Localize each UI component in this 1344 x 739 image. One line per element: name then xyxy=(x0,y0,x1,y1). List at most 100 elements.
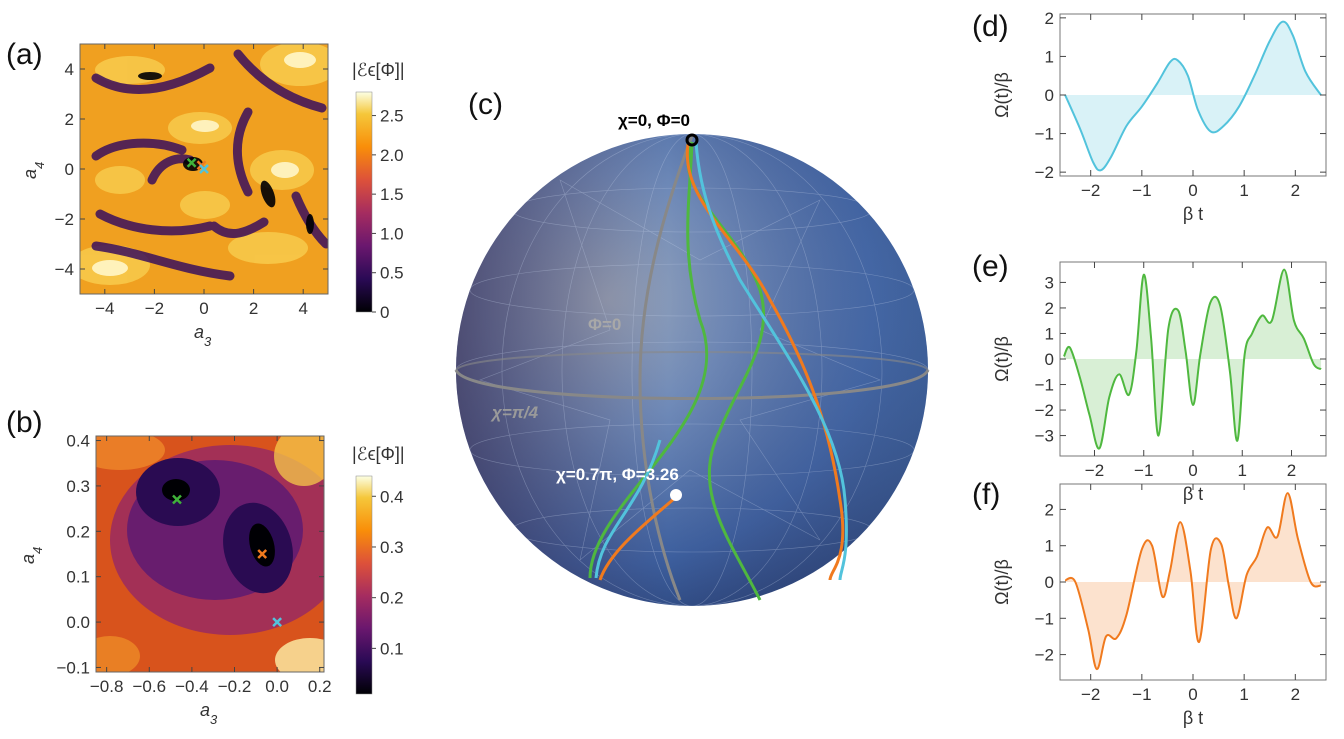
b-xtick-label: −0.8 xyxy=(90,677,124,696)
e-xlabel: β t xyxy=(1183,484,1203,504)
plot-f: −2 −1 0 1 2 −2 −1 0 1 2 β t Ω(t)/β xyxy=(992,483,1327,728)
f-ytick-label: −2 xyxy=(1035,646,1054,665)
a-cb-tick-label: 2.0 xyxy=(380,146,404,165)
a-xtick-label: 4 xyxy=(298,299,307,318)
e-ytick-label: 3 xyxy=(1045,273,1054,292)
a-ytick-label: −2 xyxy=(55,210,74,229)
d-ytick-label: −1 xyxy=(1035,125,1054,144)
plot-e: −2 −1 0 1 2 −3 −2 −1 0 1 2 3 β t Ω(t)/β xyxy=(992,261,1327,504)
a-ytick-label: 0 xyxy=(65,160,74,179)
a-cb-tick-label: 1.0 xyxy=(380,224,404,243)
colorbar-a-ticks: 0 0.5 1.0 1.5 2.0 2.5 xyxy=(372,107,404,322)
heatmap-b xyxy=(95,435,325,673)
equator-line xyxy=(454,369,930,400)
f-xtick-label: −2 xyxy=(1081,685,1100,704)
markers-a xyxy=(186,157,209,174)
north-pole-point xyxy=(685,133,699,147)
a-xtick-label: 2 xyxy=(249,299,258,318)
f-ytick-label: 1 xyxy=(1045,537,1054,556)
e-ytick-label: −3 xyxy=(1035,427,1054,446)
e-xtick-label: 2 xyxy=(1287,461,1296,480)
b-ytick-label: 0.3 xyxy=(66,477,90,496)
e-xtick-label: −2 xyxy=(1085,461,1104,480)
f-ytick-label: −1 xyxy=(1035,609,1054,628)
b-cb-tick-label: 0.3 xyxy=(380,538,404,557)
target-annotation: χ=0.7π, Φ=3.26 xyxy=(556,465,679,484)
target-point xyxy=(670,489,682,501)
a-xtick-label: −2 xyxy=(145,299,164,318)
colorbar-b-label: |ℰϵ[Φ]| xyxy=(352,444,405,464)
e-ytick-label: 0 xyxy=(1045,350,1054,369)
f-xtick-label: 1 xyxy=(1239,685,1248,704)
a-cb-tick-label: 1.5 xyxy=(380,185,404,204)
b-ylabel: a4 xyxy=(18,547,45,564)
f-xtick-label: −1 xyxy=(1132,685,1151,704)
a-xlabel: a3 xyxy=(194,322,212,349)
a-cb-tick-label: 0 xyxy=(380,303,389,322)
a-marker-stroke xyxy=(186,157,197,168)
b-xtick-label: 0.2 xyxy=(308,677,332,696)
a-xtick-label: −4 xyxy=(95,299,114,318)
b-xtick-label: −0.6 xyxy=(132,677,166,696)
a-marker-0 xyxy=(186,157,197,168)
a-cb-tick-label: 0.5 xyxy=(380,264,404,283)
d-ytick-label: 0 xyxy=(1045,86,1054,105)
b-xtick-label: −0.4 xyxy=(175,677,209,696)
f-xtick-label: 0 xyxy=(1188,685,1197,704)
b-ytick-label: 0.0 xyxy=(66,613,90,632)
colorbar-a-label: |ℰϵ[Φ]| xyxy=(352,60,405,80)
colorbar-a: |ℰϵ[Φ]| 0 0.5 1.0 1.5 2.0 2.5 xyxy=(352,60,405,322)
f-xlabel: β t xyxy=(1183,708,1203,728)
north-annotation: χ=0, Φ=0 xyxy=(618,111,690,130)
heatmap-a xyxy=(79,43,329,295)
e-area-fill xyxy=(1063,269,1322,449)
b-xtick-label: −0.2 xyxy=(218,677,252,696)
a-ytick-label: 2 xyxy=(65,110,74,129)
d-series-line xyxy=(1064,20,1322,172)
b-marker-0 xyxy=(172,494,182,505)
d-xtick-label: 1 xyxy=(1239,181,1248,200)
b-marker-1 xyxy=(257,549,268,559)
b-ytick-label: 0.4 xyxy=(66,432,90,451)
e-ytick-label: −1 xyxy=(1035,376,1054,395)
panel-label-c: (c) xyxy=(468,88,503,121)
colorbar-b-ticks: 0.1 0.2 0.3 0.4 xyxy=(372,487,404,658)
panel-label-e: (e) xyxy=(972,250,1009,283)
d-xtick-label: −1 xyxy=(1132,181,1151,200)
plot-d: −2 −1 0 1 2 −2 −1 0 1 2 β t Ω(t)/β xyxy=(992,9,1327,224)
panel-label-b: (b) xyxy=(6,406,43,439)
a-cb-tick-label: 2.5 xyxy=(380,107,404,126)
panel-label-a: (a) xyxy=(6,38,43,71)
b-ytick-label: −0.1 xyxy=(56,658,90,677)
b-xlabel: a3 xyxy=(200,700,218,727)
d-ytick-label: 1 xyxy=(1045,47,1054,66)
b-cb-tick-label: 0.4 xyxy=(380,487,404,506)
b-ytick-label: 0.2 xyxy=(66,522,90,541)
d-ytick-label: 2 xyxy=(1045,9,1054,28)
a-xtick-label: 0 xyxy=(199,299,208,318)
markers-b xyxy=(172,494,283,627)
axes-b: −0.8 −0.6 −0.4 −0.2 0.0 0.2 −0.1 0.0 0.1 0.2 0.3 0.… xyxy=(18,432,332,727)
b-cb-tick-label: 0.1 xyxy=(380,639,404,658)
meridian-annotation: Φ=0 xyxy=(588,315,621,334)
e-series-line xyxy=(1063,268,1322,450)
e-ylabel: Ω(t)/β xyxy=(992,336,1012,382)
bloch-sphere: χ=0, Φ=0 Φ=0 χ=π/4 χ=0.7π, Φ=3.26 xyxy=(454,111,930,606)
f-area-fill xyxy=(1065,493,1321,670)
e-ytick-label: 2 xyxy=(1045,299,1054,318)
e-ytick-label: −2 xyxy=(1035,401,1054,420)
equator-annotation: χ=π/4 xyxy=(490,403,539,422)
f-ytick-label: 0 xyxy=(1045,573,1054,592)
panel-label-f: (f) xyxy=(972,478,1000,511)
b-ytick-label: 0.1 xyxy=(66,568,90,587)
e-xtick-label: 0 xyxy=(1188,461,1197,480)
b-marker-stroke xyxy=(172,494,182,505)
a-marker-2 xyxy=(199,164,209,174)
d-ytick-label: −2 xyxy=(1035,163,1054,182)
axes-a: −4 −2 0 2 4 −4 −2 0 2 4 a3 a4 xyxy=(20,44,328,349)
a-ytick-label: 4 xyxy=(65,60,74,79)
e-ytick-label: 1 xyxy=(1045,324,1054,343)
d-xtick-label: −2 xyxy=(1081,181,1100,200)
a-marker-stroke xyxy=(199,164,209,174)
